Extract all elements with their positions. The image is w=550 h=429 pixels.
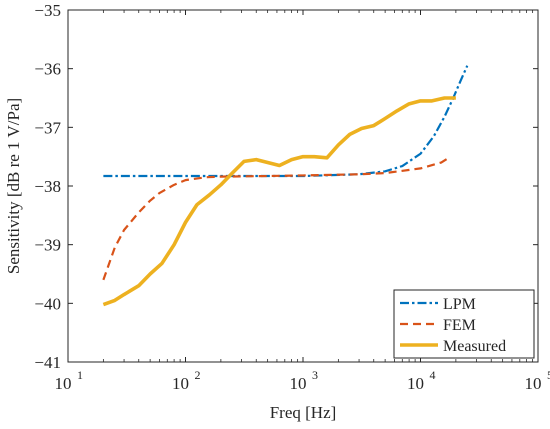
- series-line-lpm: [103, 65, 469, 178]
- y-tick-label: −40: [34, 294, 61, 313]
- x-tick-exponent: 2: [195, 368, 201, 382]
- legend-label-measured: Measured: [443, 338, 506, 355]
- x-tick-exponent: 4: [430, 368, 436, 382]
- x-tick-label: 10: [525, 374, 542, 393]
- x-tick-label: 10: [172, 374, 189, 393]
- series-line-measured: [102, 96, 456, 307]
- x-tick-label: 10: [407, 374, 424, 393]
- x-axis-label: Freq [Hz]: [270, 403, 337, 422]
- x-tick-exponent: 5: [547, 368, 550, 382]
- legend-label-lpm: LPM: [443, 296, 476, 313]
- x-tick-exponent: 1: [77, 368, 83, 382]
- legend-label-fem: FEM: [443, 317, 476, 334]
- y-tick-label: −41: [34, 353, 61, 372]
- series-line-fem: [102, 155, 452, 281]
- y-tick-label: −37: [34, 118, 61, 137]
- x-tick-exponent: 3: [312, 368, 318, 382]
- y-tick-label: −36: [34, 60, 61, 79]
- series-layer: [102, 65, 469, 307]
- y-tick-label: −35: [34, 1, 61, 20]
- tick-layer: 10 1 10 2 10 3 10 4 10 5 −41 −40 −39 −38 −37 −36 −35: [34, 1, 550, 393]
- x-tick-label: 10: [55, 374, 72, 393]
- y-axis-label: Sensitivity [dB re 1 V/Pa]: [4, 98, 23, 274]
- y-tick-label: −38: [34, 177, 61, 196]
- x-tick-label: 10: [290, 374, 307, 393]
- y-tick-label: −39: [34, 236, 61, 255]
- legend: LPM FEM Measured: [393, 289, 535, 359]
